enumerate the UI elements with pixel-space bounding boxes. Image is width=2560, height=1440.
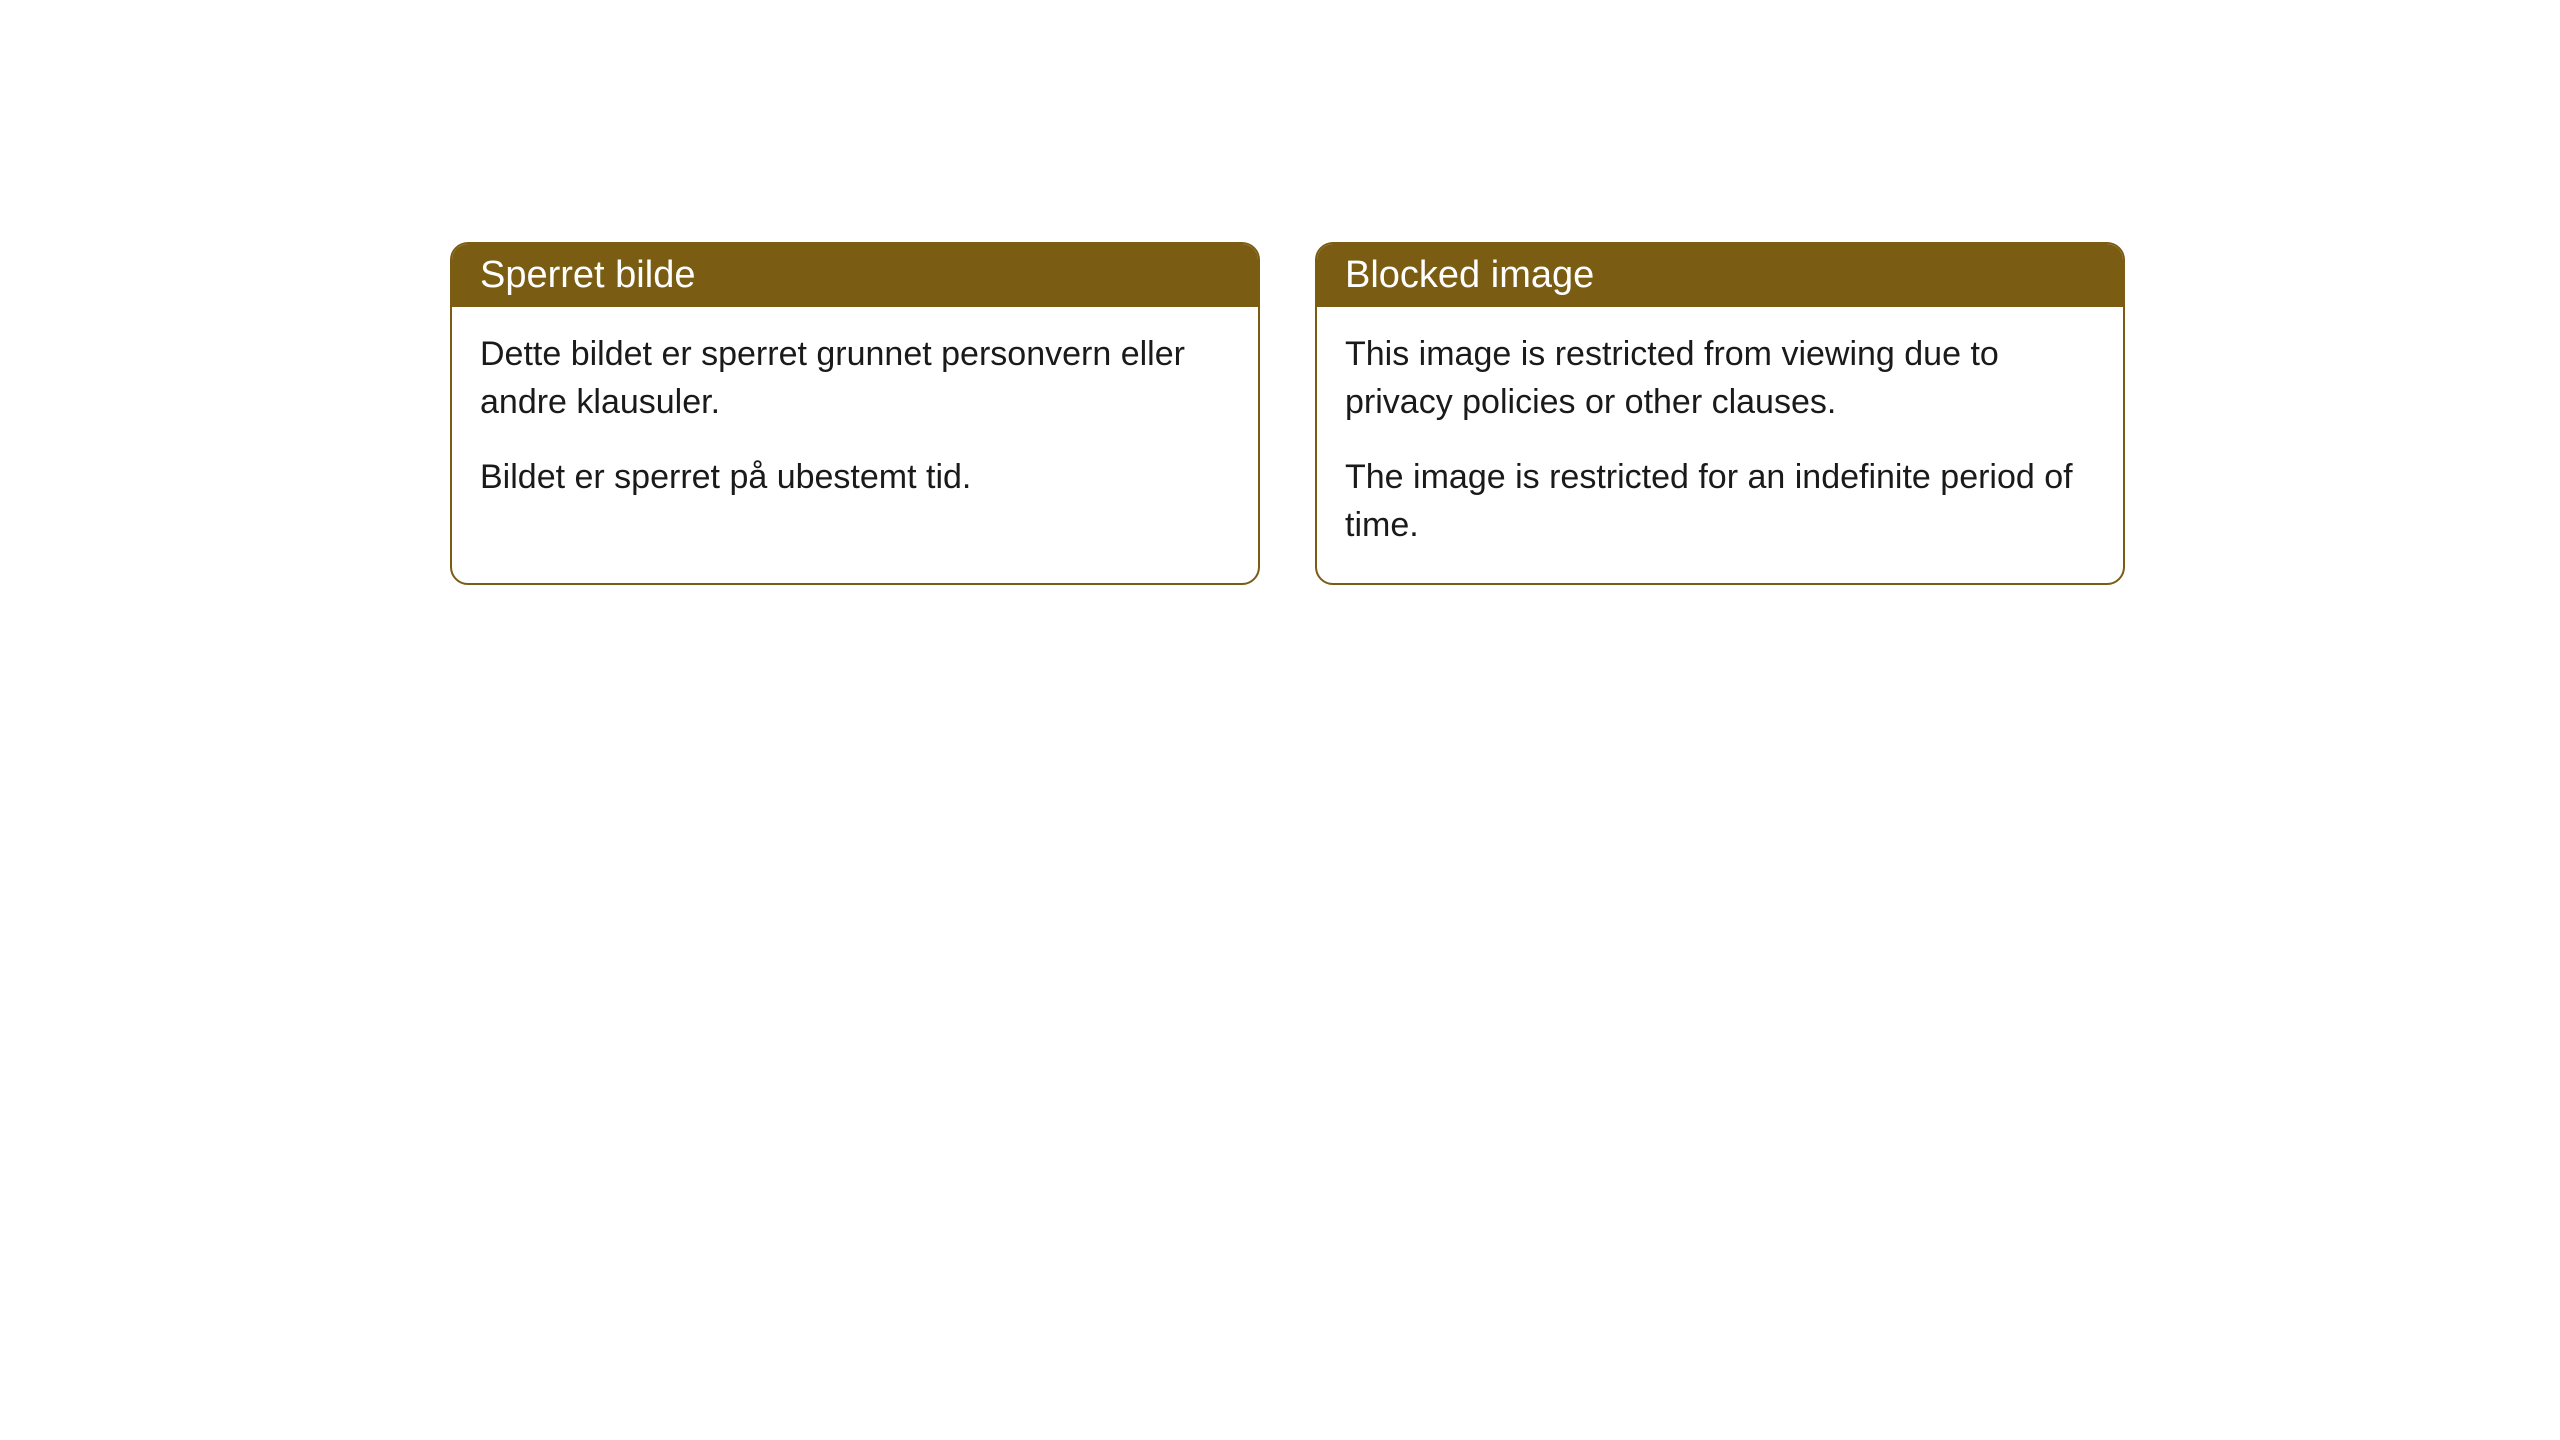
- notice-card-english: Blocked image This image is restricted f…: [1315, 242, 2125, 585]
- notice-header-norwegian: Sperret bilde: [452, 244, 1258, 307]
- notice-container: Sperret bilde Dette bildet er sperret gr…: [450, 242, 2125, 585]
- notice-header-english: Blocked image: [1317, 244, 2123, 307]
- notice-title-norwegian: Sperret bilde: [480, 254, 695, 296]
- notice-paragraph-1-english: This image is restricted from viewing du…: [1345, 331, 2095, 426]
- notice-paragraph-1-norwegian: Dette bildet er sperret grunnet personve…: [480, 331, 1230, 426]
- notice-paragraph-2-english: The image is restricted for an indefinit…: [1345, 454, 2095, 549]
- notice-card-norwegian: Sperret bilde Dette bildet er sperret gr…: [450, 242, 1260, 585]
- notice-body-english: This image is restricted from viewing du…: [1317, 307, 2123, 583]
- notice-paragraph-2-norwegian: Bildet er sperret på ubestemt tid.: [480, 454, 1230, 502]
- notice-title-english: Blocked image: [1345, 254, 1594, 296]
- notice-body-norwegian: Dette bildet er sperret grunnet personve…: [452, 307, 1258, 536]
